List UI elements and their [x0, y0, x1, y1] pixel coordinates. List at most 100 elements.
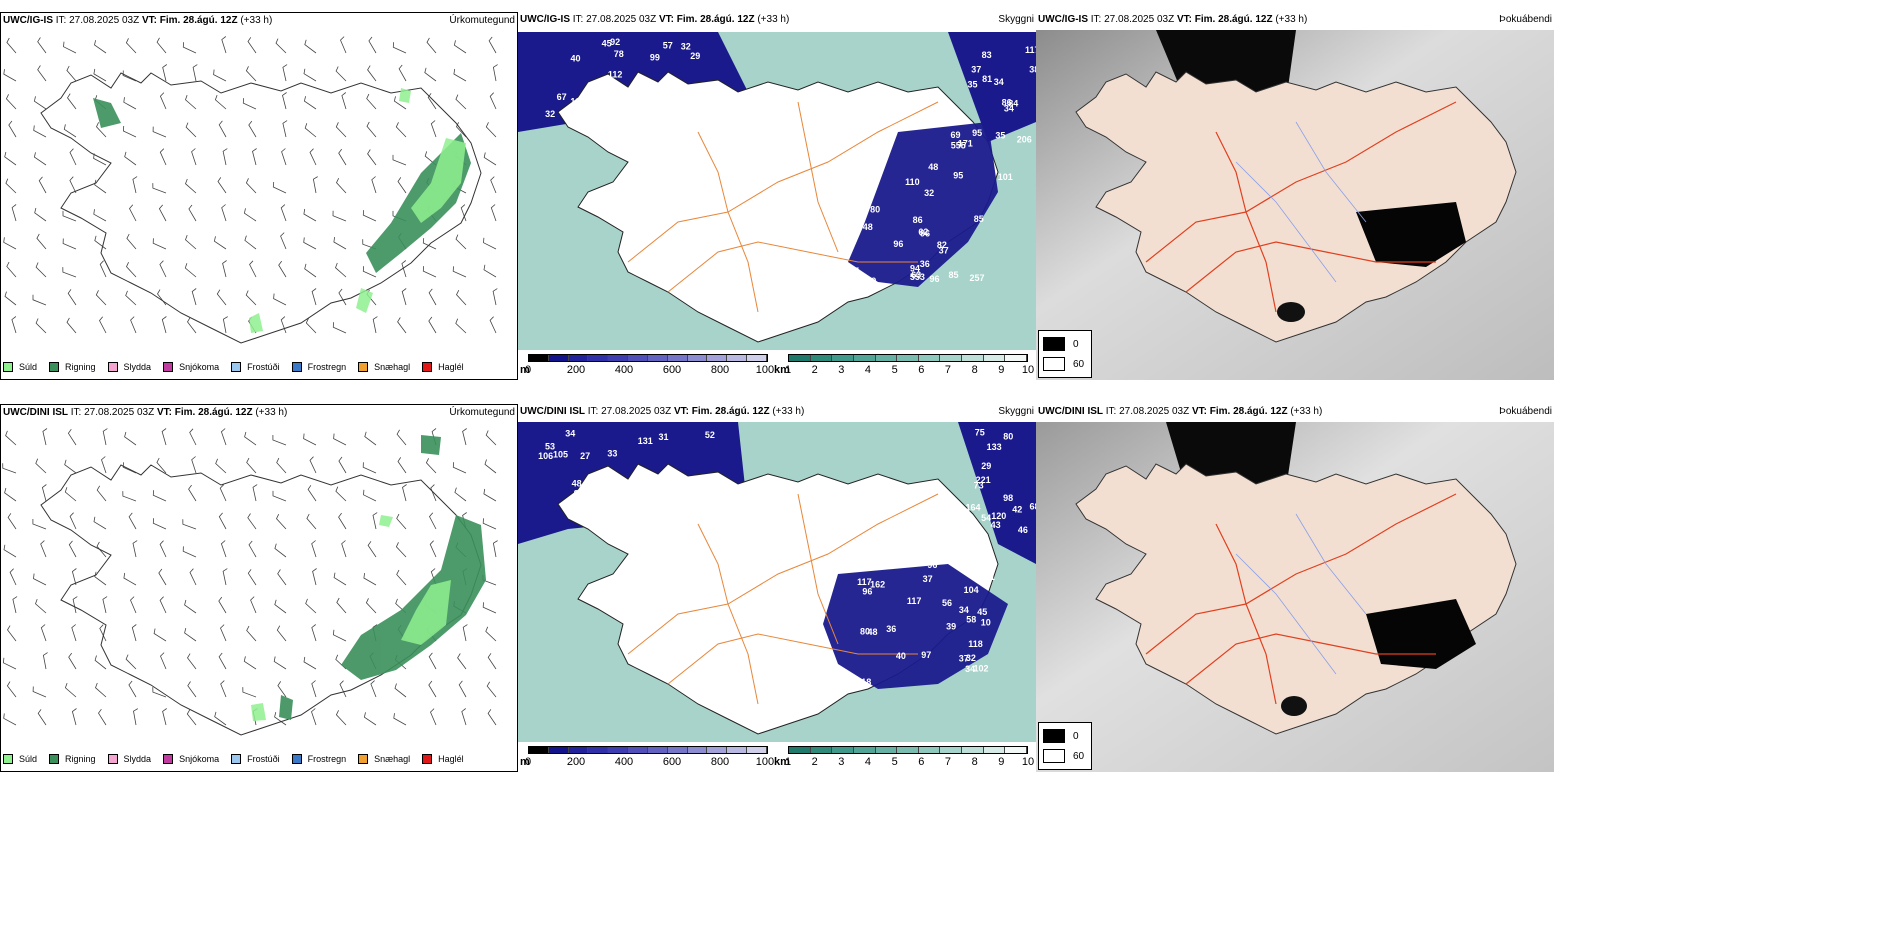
- wind-barb: [395, 122, 407, 138]
- wind-barb: [282, 64, 288, 82]
- colorbar-segment: [940, 747, 963, 753]
- wind-barb: [245, 178, 257, 194]
- wind-barb: [242, 687, 257, 698]
- wind-barb: [99, 260, 107, 278]
- wind-barb: [338, 456, 347, 474]
- wind-barb: [188, 484, 197, 502]
- visibility-value: 78: [614, 49, 624, 59]
- wind-barb: [4, 151, 17, 166]
- visibility-value: 86: [913, 215, 923, 225]
- visibility-colorbar-m: m 0 200 400 600 800 1000: [520, 352, 780, 378]
- wind-barb: [272, 490, 287, 502]
- wind-barb: [455, 318, 467, 334]
- visibility-value: 36: [886, 624, 896, 634]
- wind-barb: [216, 289, 227, 306]
- legend-item: Haglél: [422, 362, 464, 372]
- wind-barb: [489, 316, 497, 334]
- legend-swatch: [422, 362, 433, 372]
- wind-barb: [131, 624, 137, 642]
- colorbar-tick: 9: [998, 364, 1005, 376]
- colorbar-segment: [588, 747, 609, 753]
- colorbar-tick: 8: [971, 364, 978, 376]
- wind-barb: [12, 596, 18, 614]
- visibility-value: 63: [911, 270, 921, 280]
- wind-barb: [220, 680, 227, 698]
- wind-barb: [218, 120, 227, 138]
- wind-barb: [338, 288, 347, 306]
- colorbar-segment: [647, 355, 668, 361]
- wind-barb: [452, 266, 467, 278]
- wind-barb: [366, 93, 377, 110]
- wind-barb: [185, 122, 197, 138]
- wind-barb: [186, 709, 197, 726]
- colorbar-tick: 5: [891, 756, 898, 768]
- wind-barb: [33, 573, 47, 586]
- legend-swatch: [3, 754, 13, 764]
- wind-barb: [218, 652, 227, 670]
- visibility-value: 97: [921, 650, 931, 660]
- precip-legend: Súld Rigning Slydda Snjókoma Frostúði Fr…: [3, 357, 476, 377]
- wind-barb: [427, 93, 437, 110]
- wind-barb: [335, 262, 347, 278]
- wind-barb: [492, 64, 498, 82]
- wind-barb: [159, 540, 167, 558]
- visibility-map: 85 102 120 118 90 96 75 56 78 111 98 104 106 97 98 96 93…: [518, 422, 1036, 742]
- wind-barb: [4, 291, 17, 306]
- visibility-value: 81: [982, 74, 992, 84]
- colorbar-km-unit: km: [774, 756, 790, 768]
- colorbar-segment: [832, 355, 854, 361]
- legend-item: Frostúði: [231, 754, 280, 764]
- wind-barb: [364, 431, 377, 446]
- wind-barb: [392, 154, 407, 166]
- wind-barb: [397, 457, 407, 474]
- colorbar-segment: [789, 355, 811, 361]
- wind-barb: [333, 237, 347, 250]
- wind-barb: [453, 68, 467, 82]
- visibility-value: 80: [1003, 431, 1013, 441]
- wind-barb: [191, 288, 197, 306]
- visibility-value: 206: [1017, 135, 1032, 145]
- wind-barb: [159, 92, 167, 110]
- wind-barb: [98, 708, 107, 726]
- wind-barb: [312, 568, 317, 586]
- wind-barb: [485, 430, 497, 446]
- wind-barb: [397, 177, 407, 194]
- fog-map: [1036, 422, 1554, 772]
- wind-barb: [243, 656, 257, 670]
- wind-barb: [122, 462, 137, 474]
- colorbar-tick: 10: [1021, 364, 1035, 376]
- wind-barb: [277, 681, 287, 698]
- wind-barb: [456, 122, 467, 138]
- visibility-value: 95: [972, 128, 982, 138]
- wind-barb: [6, 681, 17, 698]
- wind-barb: [303, 96, 317, 110]
- wind-barb: [122, 70, 137, 82]
- wind-barb: [311, 624, 317, 642]
- legend-swatch: [163, 362, 174, 372]
- visibility-value: 98: [970, 529, 980, 539]
- visibility-colorbar-km: km 1 2 3 4 5 6 7 8 9 10: [774, 744, 1034, 770]
- colorbar-tick: 0: [524, 364, 532, 376]
- wind-barb: [371, 176, 377, 194]
- colorbar-tick: 800: [710, 364, 730, 376]
- wind-barb: [11, 204, 17, 222]
- fog-swatch: [1043, 729, 1065, 743]
- visibility-value: 102: [974, 664, 989, 674]
- wind-barb: [274, 599, 287, 614]
- wind-barb: [396, 513, 407, 530]
- wind-barb: [67, 93, 77, 110]
- colorbar-segment: [647, 747, 668, 753]
- wind-barb: [126, 262, 137, 278]
- wind-barb: [245, 66, 257, 82]
- visibility-value: 117: [1025, 45, 1036, 55]
- fog-panel-bottom: UWC/DINI ISL IT: 27.08.2025 03Z VT: Fim.…: [1036, 404, 1554, 772]
- wind-barb: [69, 176, 77, 194]
- wind-barb: [282, 92, 287, 110]
- wind-barb: [455, 234, 467, 250]
- visibility-value: 257: [970, 273, 985, 283]
- panel-type-label: Úrkomutegund: [449, 15, 515, 26]
- precip-panel-bottom: UWC/DINI ISL IT: 27.08.2025 03Z VT: Fim.…: [0, 404, 518, 772]
- wind-barb: [152, 687, 167, 698]
- visibility-value: 90: [629, 487, 639, 497]
- wind-barb: [189, 568, 197, 586]
